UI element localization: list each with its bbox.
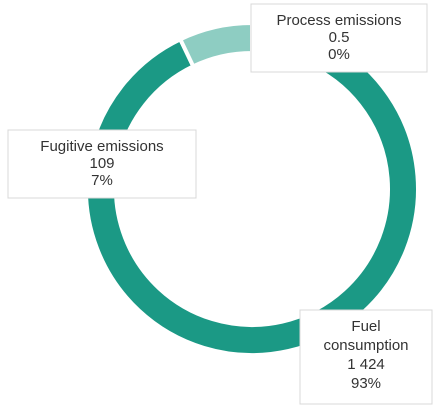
category-label: Fuel consumption: [323, 318, 408, 354]
value-label: 0.5: [329, 29, 350, 46]
value-label: 109: [89, 155, 114, 172]
value-label: 1 424: [347, 356, 385, 373]
category-label: Process emissions: [276, 12, 401, 29]
category-label: Fugitive emissions: [40, 138, 163, 155]
label-box: [250, 3, 428, 73]
label-box: [7, 129, 197, 199]
donut-segment: [177, 20, 254, 70]
percent-label: 7%: [91, 172, 113, 189]
percent-label: 93%: [351, 375, 381, 392]
label-box: [299, 309, 433, 405]
percent-label: 0%: [328, 46, 350, 63]
donut-segment: [84, 20, 420, 357]
